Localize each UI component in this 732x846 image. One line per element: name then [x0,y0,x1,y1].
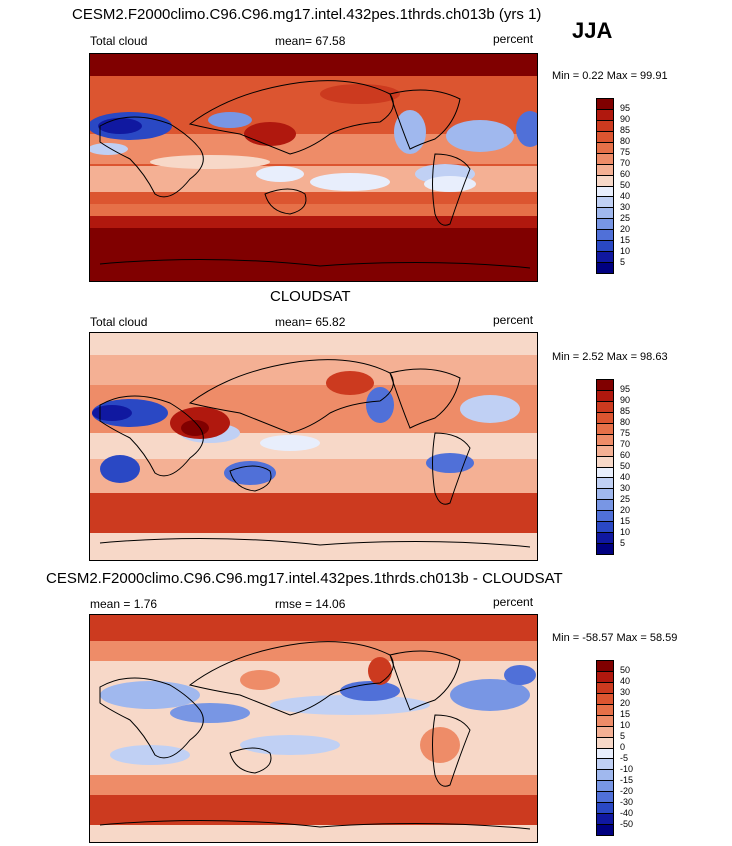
colorbar-label: 95 [620,103,631,114]
colorbar-label: 5 [620,731,626,742]
colorbar-label: 90 [620,395,631,406]
panel3-mean-label: mean = 1.76 [90,597,158,611]
panel3-title: CESM2.F2000climo.C96.C96.mg17.intel.432p… [46,570,563,587]
panel1-field [90,54,537,281]
colorbar-label: -30 [620,796,634,807]
colorbar-swatch [596,262,614,274]
colorbar-label: 60 [620,169,631,180]
colorbar-label: 40 [620,471,631,482]
colorbar-label: 60 [620,450,631,461]
panel3-minmax-label: Min = -58.57 Max = 58.59 [552,632,678,644]
panel1-minmax-label: Min = 0.22 Max = 99.91 [552,70,668,82]
colorbar-label: 85 [620,125,631,136]
panel1-map [89,53,538,282]
panel2-field [90,333,537,560]
colorbar-label: 20 [620,698,631,709]
colorbar-label: 15 [620,515,631,526]
colorbar-label: 90 [620,114,631,125]
panel1-mean-label: mean= 67.58 [275,34,346,48]
panel3-field [90,615,537,842]
colorbar-label: 15 [620,709,631,720]
colorbar-label: -40 [620,807,634,818]
panel1-left-label: Total cloud [90,34,148,48]
colorbar-label: 25 [620,212,631,223]
colorbar-label: -20 [620,785,634,796]
panel2-map [89,332,538,561]
panel2-minmax-label: Min = 2.52 Max = 98.63 [552,351,668,363]
colorbar-label: 30 [620,201,631,212]
colorbar-label: 80 [620,136,631,147]
colorbar-label: -5 [620,752,629,763]
colorbar-label: 95 [620,384,631,395]
colorbar-label: 70 [620,439,631,450]
colorbar-label: 50 [620,665,631,676]
panel3-rmse-label: rmse = 14.06 [275,597,346,611]
colorbar-label: 15 [620,234,631,245]
colorbar-label: -15 [620,774,634,785]
season-label: JJA [572,18,613,43]
colorbar-label: 5 [620,256,626,267]
panel2-units-label: percent [493,313,534,327]
colorbar-label: 0 [620,742,626,752]
panel2-left-label: Total cloud [90,315,148,329]
colorbar-label: 30 [620,482,631,493]
colorbar-label: 25 [620,493,631,504]
colorbar-label: 85 [620,406,631,417]
panel1-units-label: percent [493,32,534,46]
colorbar-label: 40 [620,676,631,687]
colorbar-label: 70 [620,158,631,169]
colorbar-swatch [596,824,614,836]
colorbar-swatch [596,543,614,555]
colorbar-label: 75 [620,147,631,158]
colorbar-label: 5 [620,537,626,548]
panel2-colorbar: 95 90 85 80 75 70 60 50 40 30 25 20 15 10 5 [596,379,656,555]
panel3-units-label: percent [493,595,534,609]
colorbar-label: 40 [620,190,631,201]
colorbar-label: 10 [620,720,631,731]
colorbar-label: 10 [620,245,631,256]
colorbar-label: -10 [620,763,634,774]
panel2-mean-label: mean= 65.82 [275,315,346,329]
panel3-colorbar: 50 40 30 20 15 10 5 0 -5 -10 -15 -20 -30 -40 -50 [596,660,656,836]
panel1-colorbar: 95 90 85 80 75 70 60 50 40 30 25 20 15 10 5 [596,98,656,274]
colorbar-label: 80 [620,417,631,428]
panel2-title: CLOUDSAT [270,288,351,305]
colorbar-label: -50 [620,818,634,829]
colorbar-label: 20 [620,504,631,515]
colorbar-label: 50 [620,461,631,471]
colorbar-label: 30 [620,687,631,698]
colorbar-label: 50 [620,180,631,190]
colorbar-label: 10 [620,526,631,537]
colorbar-label: 75 [620,428,631,439]
panel1-title: CESM2.F2000climo.C96.C96.mg17.intel.432p… [72,6,542,23]
panel3-map [89,614,538,843]
colorbar-label: 20 [620,223,631,234]
